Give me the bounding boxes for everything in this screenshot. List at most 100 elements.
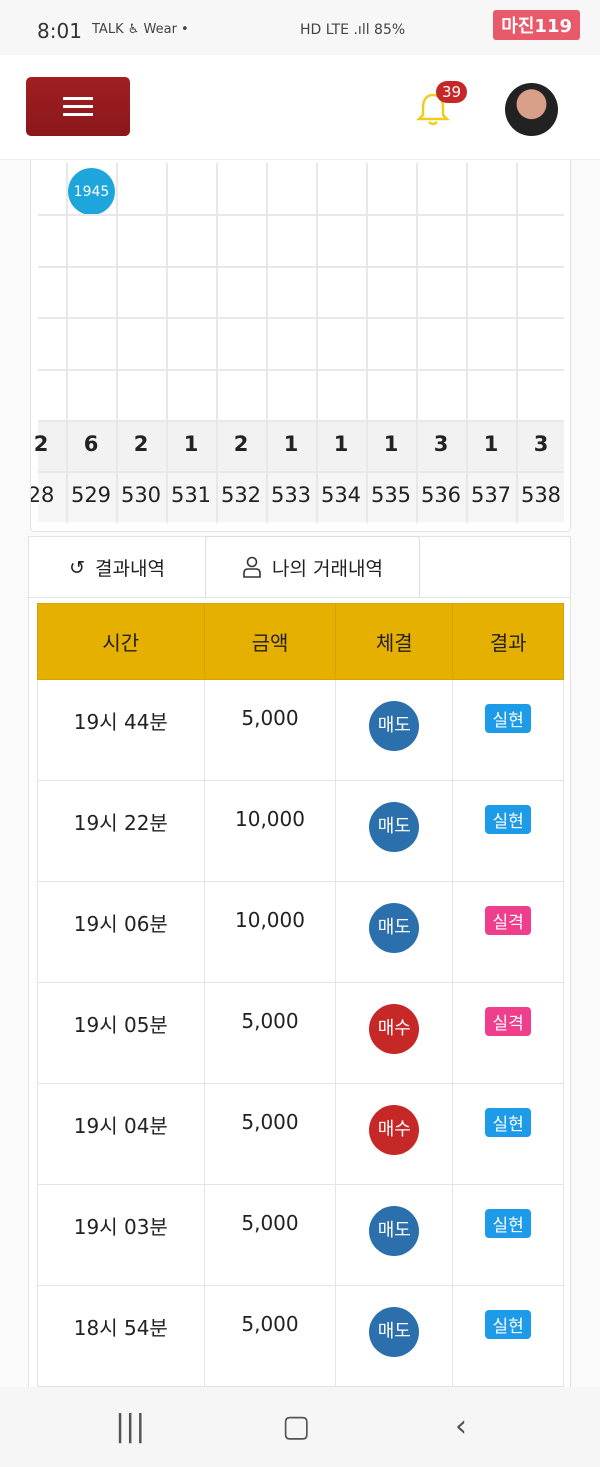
tab-label: 나의 거래내역 bbox=[272, 557, 383, 580]
round-number-cell: 532 bbox=[220, 483, 262, 507]
result-cell: 실현 bbox=[452, 1285, 564, 1387]
count-cell: 2 bbox=[233, 432, 249, 456]
count-cell: 1 bbox=[383, 432, 399, 456]
column-header-result: 결과 bbox=[452, 603, 564, 680]
trade-badge: 매도 bbox=[369, 1307, 420, 1357]
grid-row-line bbox=[38, 471, 564, 474]
amount-cell: 10,000 bbox=[203, 881, 337, 983]
round-number-cell: 538 bbox=[520, 483, 562, 507]
trade-history: 시간 금액 체결 결과 19시 44분 5,000 매도 실현 19시 22분 1… bbox=[28, 597, 571, 1397]
time: 19시 06분 bbox=[73, 912, 168, 936]
result-cell: 실격 bbox=[452, 982, 564, 1084]
trade-badge: 매수 bbox=[369, 1105, 420, 1155]
grid-column-line bbox=[216, 163, 218, 523]
tab-bar: ↺ 결과내역 나의 거래내역 bbox=[28, 536, 571, 598]
count-cell: 1 bbox=[283, 432, 299, 456]
round-number-cell: 533 bbox=[270, 483, 312, 507]
tab-my-trades[interactable]: 나의 거래내역 bbox=[205, 536, 420, 597]
round-number-cell: 534 bbox=[320, 483, 362, 507]
count-cell: 3 bbox=[533, 432, 549, 456]
clock: 8:01 bbox=[37, 19, 82, 43]
count-cell: 1 bbox=[333, 432, 349, 456]
grid-column-line bbox=[266, 163, 268, 523]
count-row: 2 6 2 1 2 1 1 1 3 1 3 bbox=[34, 420, 564, 470]
time-cell: 19시 05분 bbox=[37, 982, 205, 1084]
result-ball: 1945 bbox=[68, 168, 115, 215]
result-badge: 실현 bbox=[485, 1108, 531, 1137]
round-number-cell: 531 bbox=[170, 483, 212, 507]
round-number-cell: 536 bbox=[420, 483, 462, 507]
app-header: 39 bbox=[0, 55, 600, 160]
trade-cell: 매도 bbox=[335, 881, 454, 983]
trade-badge: 매도 bbox=[369, 903, 420, 953]
time: 19시 44분 bbox=[73, 710, 168, 734]
count-cell: 2 bbox=[133, 432, 149, 456]
amount-cell: 10,000 bbox=[203, 780, 337, 882]
count-cell: 1 bbox=[183, 432, 199, 456]
recent-apps-icon[interactable]: ||| bbox=[115, 1409, 146, 1444]
trade-cell: 매수 bbox=[335, 982, 454, 1084]
result-badge: 실격 bbox=[485, 1007, 531, 1036]
round-number-cell: 530 bbox=[120, 483, 162, 507]
column-header-trade: 체결 bbox=[335, 603, 454, 680]
count-cell: 2 bbox=[33, 432, 49, 456]
trade-table: 시간 금액 체결 결과 19시 44분 5,000 매도 실현 19시 22분 1… bbox=[37, 603, 564, 1387]
amount: 5,000 bbox=[241, 706, 299, 730]
amount-cell: 5,000 bbox=[203, 1285, 337, 1387]
time: 19시 04분 bbox=[73, 1114, 168, 1138]
column-header-time: 시간 bbox=[37, 603, 205, 680]
grid-row-line bbox=[38, 214, 564, 217]
grid-row-line bbox=[38, 368, 564, 371]
table-row: 19시 05분 5,000 매수 실격 bbox=[37, 982, 564, 1084]
table-row: 19시 03분 5,000 매도 실현 bbox=[37, 1184, 564, 1286]
time-cell: 19시 06분 bbox=[37, 881, 205, 983]
grid-column-line bbox=[316, 163, 318, 523]
home-icon[interactable]: ▢ bbox=[282, 1409, 311, 1444]
menu-button[interactable] bbox=[26, 77, 130, 136]
amount: 5,000 bbox=[241, 1211, 299, 1235]
result-badge: 실격 bbox=[485, 906, 531, 935]
table-row: 19시 06분 10,000 매도 실격 bbox=[37, 881, 564, 983]
result-cell: 실현 bbox=[452, 679, 564, 781]
amount-cell: 5,000 bbox=[203, 679, 337, 781]
trade-cell: 매도 bbox=[335, 780, 454, 882]
result-grid-card: 2 6 2 1 2 1 1 1 3 1 3 28 529 530 531 532 533 534 535 536 53… bbox=[30, 160, 571, 532]
back-icon[interactable]: ‹ bbox=[455, 1409, 467, 1444]
result-cell: 실현 bbox=[452, 780, 564, 882]
system-icons: HD LTE .ıll 85% bbox=[300, 22, 406, 38]
round-number-cell: 529 bbox=[70, 483, 112, 507]
amount: 10,000 bbox=[235, 908, 305, 932]
table-row: 19시 44분 5,000 매도 실현 bbox=[37, 679, 564, 781]
round-number-row: 28 529 530 531 532 533 534 535 536 537 538 bbox=[31, 470, 564, 522]
grid-column-line bbox=[466, 163, 468, 523]
time-cell: 19시 44분 bbox=[37, 679, 205, 781]
trade-cell: 매수 bbox=[335, 1083, 454, 1185]
table-row: 19시 04분 5,000 매수 실현 bbox=[37, 1083, 564, 1185]
time-cell: 18시 54분 bbox=[37, 1285, 205, 1387]
avatar[interactable] bbox=[505, 83, 558, 136]
user-icon bbox=[243, 556, 261, 578]
amount: 10,000 bbox=[235, 807, 305, 831]
grid-column-line bbox=[366, 163, 368, 523]
time: 18시 54분 bbox=[73, 1316, 168, 1340]
grid-column-line bbox=[116, 163, 118, 523]
result-cell: 실격 bbox=[452, 881, 564, 983]
time-cell: 19시 22분 bbox=[37, 780, 205, 882]
amount: 5,000 bbox=[241, 1009, 299, 1033]
table-row: 19시 22분 10,000 매도 실현 bbox=[37, 780, 564, 882]
time: 19시 05분 bbox=[73, 1013, 168, 1037]
grid-column-line bbox=[416, 163, 418, 523]
tab-results[interactable]: ↺ 결과내역 bbox=[29, 537, 205, 598]
round-number-cell: 535 bbox=[370, 483, 412, 507]
trade-cell: 매도 bbox=[335, 679, 454, 781]
tab-label: 결과내역 bbox=[95, 558, 165, 580]
notification-badge: 39 bbox=[436, 81, 468, 103]
count-cell: 6 bbox=[83, 432, 99, 456]
trade-cell: 매도 bbox=[335, 1285, 454, 1387]
amount: 5,000 bbox=[241, 1110, 299, 1134]
amount-cell: 5,000 bbox=[203, 1083, 337, 1185]
table-row: 18시 54분 5,000 매도 실현 bbox=[37, 1285, 564, 1387]
result-badge: 실현 bbox=[485, 1310, 531, 1339]
grid-column-line bbox=[166, 163, 168, 523]
amount-cell: 5,000 bbox=[203, 982, 337, 1084]
